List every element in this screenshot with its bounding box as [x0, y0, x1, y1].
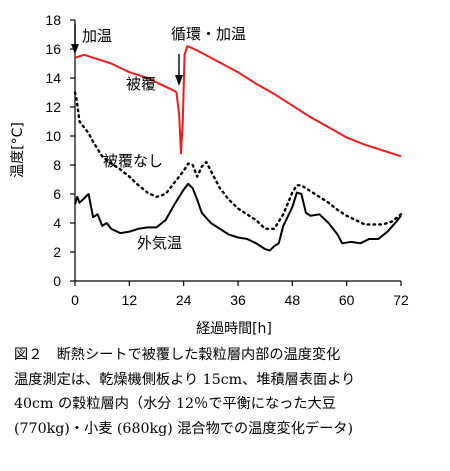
y-tick-label: 18 — [45, 12, 61, 28]
caption-line-1: 図２ 断熱シートで被覆した穀粒層内部の温度変化 — [14, 347, 341, 363]
series-covered-line — [74, 45, 402, 158]
x-tick-label: 60 — [339, 292, 355, 308]
x-tick-label: 36 — [230, 292, 246, 308]
figure-caption: 図２ 断熱シートで被覆した穀粒層内部の温度変化 温度測定は、乾燥機側板より 15… — [14, 343, 448, 441]
y-tick-label: 4 — [53, 215, 61, 231]
x-tick-label: 0 — [71, 292, 79, 308]
series-label-covered: 被覆 — [126, 75, 156, 93]
arrow-heating — [71, 24, 79, 54]
y-tick-label: 12 — [45, 99, 61, 115]
y-axis-label: 温度[°C] — [10, 122, 26, 178]
x-tick-label: 72 — [393, 292, 409, 308]
y-tick-label: 0 — [53, 273, 61, 289]
y-tick-label: 16 — [45, 41, 61, 57]
series-uncovered-line — [73, 91, 403, 230]
series-group — [73, 45, 403, 252]
x-tick-label: 24 — [176, 292, 192, 308]
x-tick-label: 12 — [122, 292, 138, 308]
y-tick-label: 14 — [45, 70, 61, 86]
x-axis-label: 経過時間[h] — [196, 321, 272, 337]
caption-line-4: (770kg)・小麦 (680kg) 混合物での温度変化データ) — [14, 420, 354, 437]
series-label-outside-temp: 外気温 — [137, 234, 182, 252]
annotation-circulation-heating: 循環・加温 — [171, 25, 246, 43]
series-outside-temp-line — [74, 182, 402, 252]
y-tick-label: 6 — [53, 186, 61, 202]
caption-line-3: 40cm の穀粒層内（水分 12％で平衡になった大豆 — [14, 396, 336, 412]
annotation-heating: 加温 — [82, 27, 112, 45]
y-ticks: 0 2 4 6 8 10 12 14 16 18 — [45, 12, 75, 289]
series-label-uncovered: 被覆なし — [103, 152, 163, 170]
y-tick-label: 8 — [53, 157, 61, 173]
x-tick-label: 48 — [285, 292, 301, 308]
y-tick-label: 10 — [45, 128, 61, 144]
x-ticks: 0 12 24 36 48 60 72 — [71, 281, 409, 308]
arrow-circulation-heating — [175, 54, 183, 86]
caption-line-2: 温度測定は、乾燥機側板より 15cm、堆積層表面より — [14, 371, 356, 388]
y-tick-label: 2 — [53, 244, 61, 260]
